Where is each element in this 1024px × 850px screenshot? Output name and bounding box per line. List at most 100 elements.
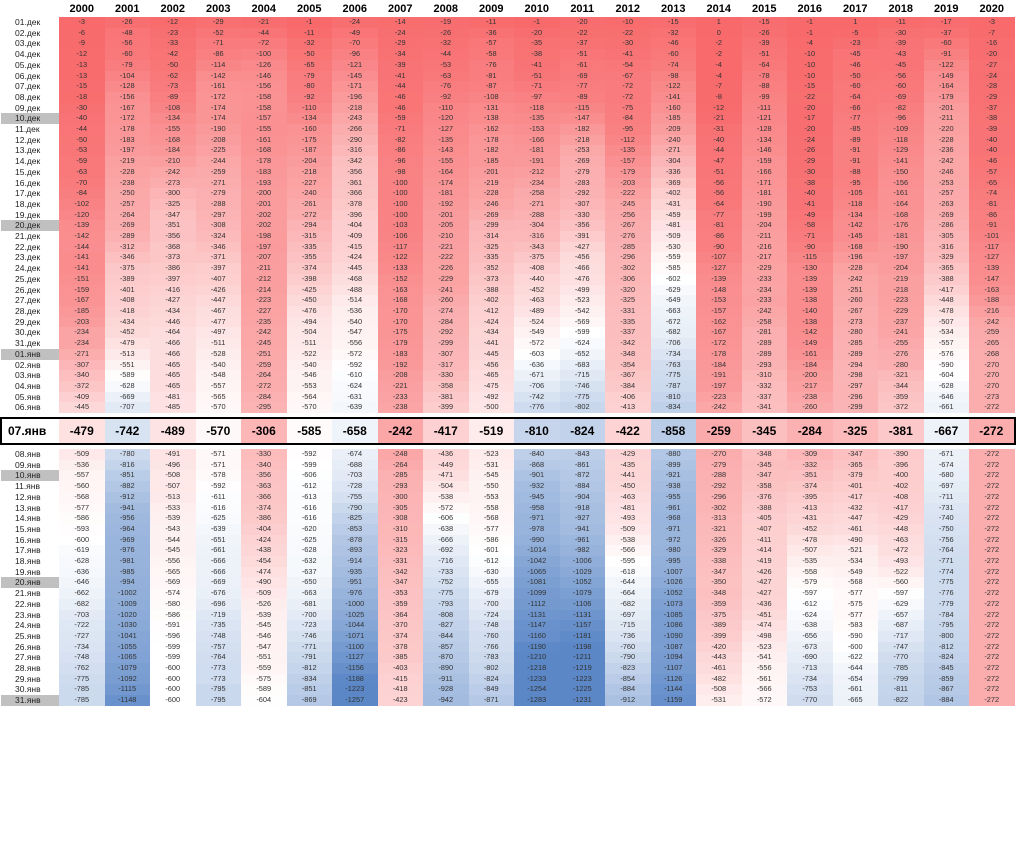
heatmap-cell: -218: [559, 134, 605, 146]
heatmap-cell: -599: [150, 652, 196, 664]
heatmap-cell: -1086: [650, 620, 696, 631]
heatmap-cell: -184: [150, 145, 196, 157]
heatmap-cell: -170: [377, 316, 423, 328]
heatmap-cell: -300: [377, 491, 423, 503]
heatmap-cell: -153: [696, 295, 742, 306]
heatmap-cell: -7: [696, 81, 742, 92]
heatmap-cell: -858: [650, 417, 696, 446]
heatmap-cell: -157: [241, 113, 287, 125]
heatmap-cell: -733: [423, 566, 469, 578]
heatmap-cell: -271: [650, 145, 696, 157]
heatmap-cell: -1210: [514, 652, 560, 664]
heatmap-cell: -329: [696, 545, 742, 557]
heatmap-cell: -271: [195, 177, 241, 189]
heatmap-cell: -272: [969, 684, 1015, 696]
heatmap-cell: -834: [650, 402, 696, 414]
heatmap-cell: -565: [150, 566, 196, 578]
heatmap-cell: 1: [832, 17, 878, 28]
heatmap-cell: -347: [696, 566, 742, 578]
heatmap-cell: -316: [923, 241, 969, 253]
heatmap-cell: -760: [605, 641, 651, 653]
heatmap-cell: -700: [468, 598, 514, 610]
heatmap-cell: -431: [787, 513, 833, 524]
heatmap-cell: -45: [832, 49, 878, 60]
heatmap-cell: -78: [741, 70, 787, 82]
heatmap-cell: -289: [741, 338, 787, 349]
heatmap-cell: -27: [969, 59, 1015, 71]
row-date-label: 09.дек: [15, 102, 41, 113]
heatmap-cell: -386: [241, 513, 287, 524]
heatmap-cell: -41: [377, 70, 423, 82]
heatmap-cell: -216: [741, 241, 787, 253]
heatmap-cell: -509: [59, 449, 105, 460]
heatmap-cell: -904: [559, 491, 605, 503]
heatmap-cell: -39: [741, 38, 787, 50]
heatmap-cell: -890: [423, 663, 469, 674]
heatmap-cell: -776: [514, 402, 560, 414]
heatmap-cell: -914: [332, 556, 378, 567]
heatmap-cell: -553: [468, 491, 514, 503]
heatmap-cell: -366: [241, 491, 287, 503]
heatmap-cell: -21: [241, 17, 287, 28]
heatmap-cell: -463: [514, 295, 560, 306]
heatmap-cell: -728: [332, 481, 378, 492]
heatmap-cell: -844: [423, 630, 469, 642]
heatmap-cell: -787: [650, 380, 696, 392]
heatmap-cell: -942: [423, 695, 469, 706]
heatmap-cell: -629: [878, 598, 924, 610]
heatmap-cell: -66: [832, 102, 878, 114]
heatmap-cell: -24: [787, 134, 833, 146]
heatmap-cell: -221: [423, 241, 469, 253]
heatmap-cell: -1026: [650, 577, 696, 589]
heatmap-cell: -586: [468, 534, 514, 546]
heatmap-cell: -181: [878, 231, 924, 242]
heatmap-cell: -92: [286, 91, 332, 103]
heatmap-cell: -321: [878, 370, 924, 381]
row-date-label: 02.дек: [15, 27, 41, 38]
heatmap-cell: -259: [195, 166, 241, 178]
heatmap-cell: -127: [696, 263, 742, 274]
heatmap-cell: -775: [559, 391, 605, 403]
heatmap-cell: -56: [696, 188, 742, 199]
heatmap-cell: -414: [741, 545, 787, 557]
heatmap-cell: -43: [878, 49, 924, 60]
heatmap-cell: -912: [104, 491, 150, 503]
heatmap-cell: -140: [787, 305, 833, 317]
heatmap-cell: -265: [969, 338, 1015, 349]
heatmap-cell: -396: [878, 459, 924, 471]
heatmap-cell: -719: [195, 609, 241, 621]
heatmap-cell: -760: [468, 630, 514, 642]
heatmap-cell: -536: [332, 305, 378, 317]
heatmap-cell: -212: [514, 166, 560, 178]
heatmap-cell: -654: [832, 673, 878, 685]
heatmap-cell: -808: [423, 609, 469, 621]
heatmap-cell: -367: [605, 370, 651, 381]
heatmap-cell: -272: [969, 620, 1015, 631]
heatmap-cell: -128: [741, 124, 787, 135]
heatmap-cell: -208: [377, 370, 423, 381]
heatmap-cell: -610: [332, 370, 378, 381]
heatmap-cell: -63: [59, 166, 105, 178]
table-row: 26.дек -159 -401 -416 -426 -214 -425 -488 -163 -2…: [1, 284, 1015, 296]
heatmap-cell: -33: [150, 38, 196, 50]
heatmap-cell: -682: [59, 598, 105, 610]
heatmap-cell: -353: [377, 588, 423, 599]
heatmap-cell: -638: [423, 523, 469, 535]
heatmap-cell: -371: [195, 252, 241, 264]
table-row: 01.дек -3 -26 -12 -29 -21 -1 -24 -14 -19 -11 -1 -20-…: [1, 17, 1015, 28]
heatmap-cell: -34: [377, 49, 423, 60]
heatmap-cell: -305: [923, 231, 969, 242]
heatmap-cell: -335: [605, 316, 651, 328]
heatmap-cell: -306: [605, 273, 651, 285]
heatmap-cell: -100: [377, 198, 423, 210]
heatmap-cell: -20: [787, 102, 833, 114]
heatmap-cell: -500: [468, 402, 514, 414]
heatmap-cell: -22: [605, 27, 651, 39]
heatmap-cell: -355: [286, 252, 332, 264]
heatmap-cell: -51: [559, 49, 605, 60]
year-header: 2003: [206, 2, 231, 15]
heatmap-cell: -569: [150, 577, 196, 589]
heatmap-cell: -161: [787, 348, 833, 360]
heatmap-cell: -1254: [514, 684, 560, 696]
heatmap-cell: -465: [150, 370, 196, 381]
